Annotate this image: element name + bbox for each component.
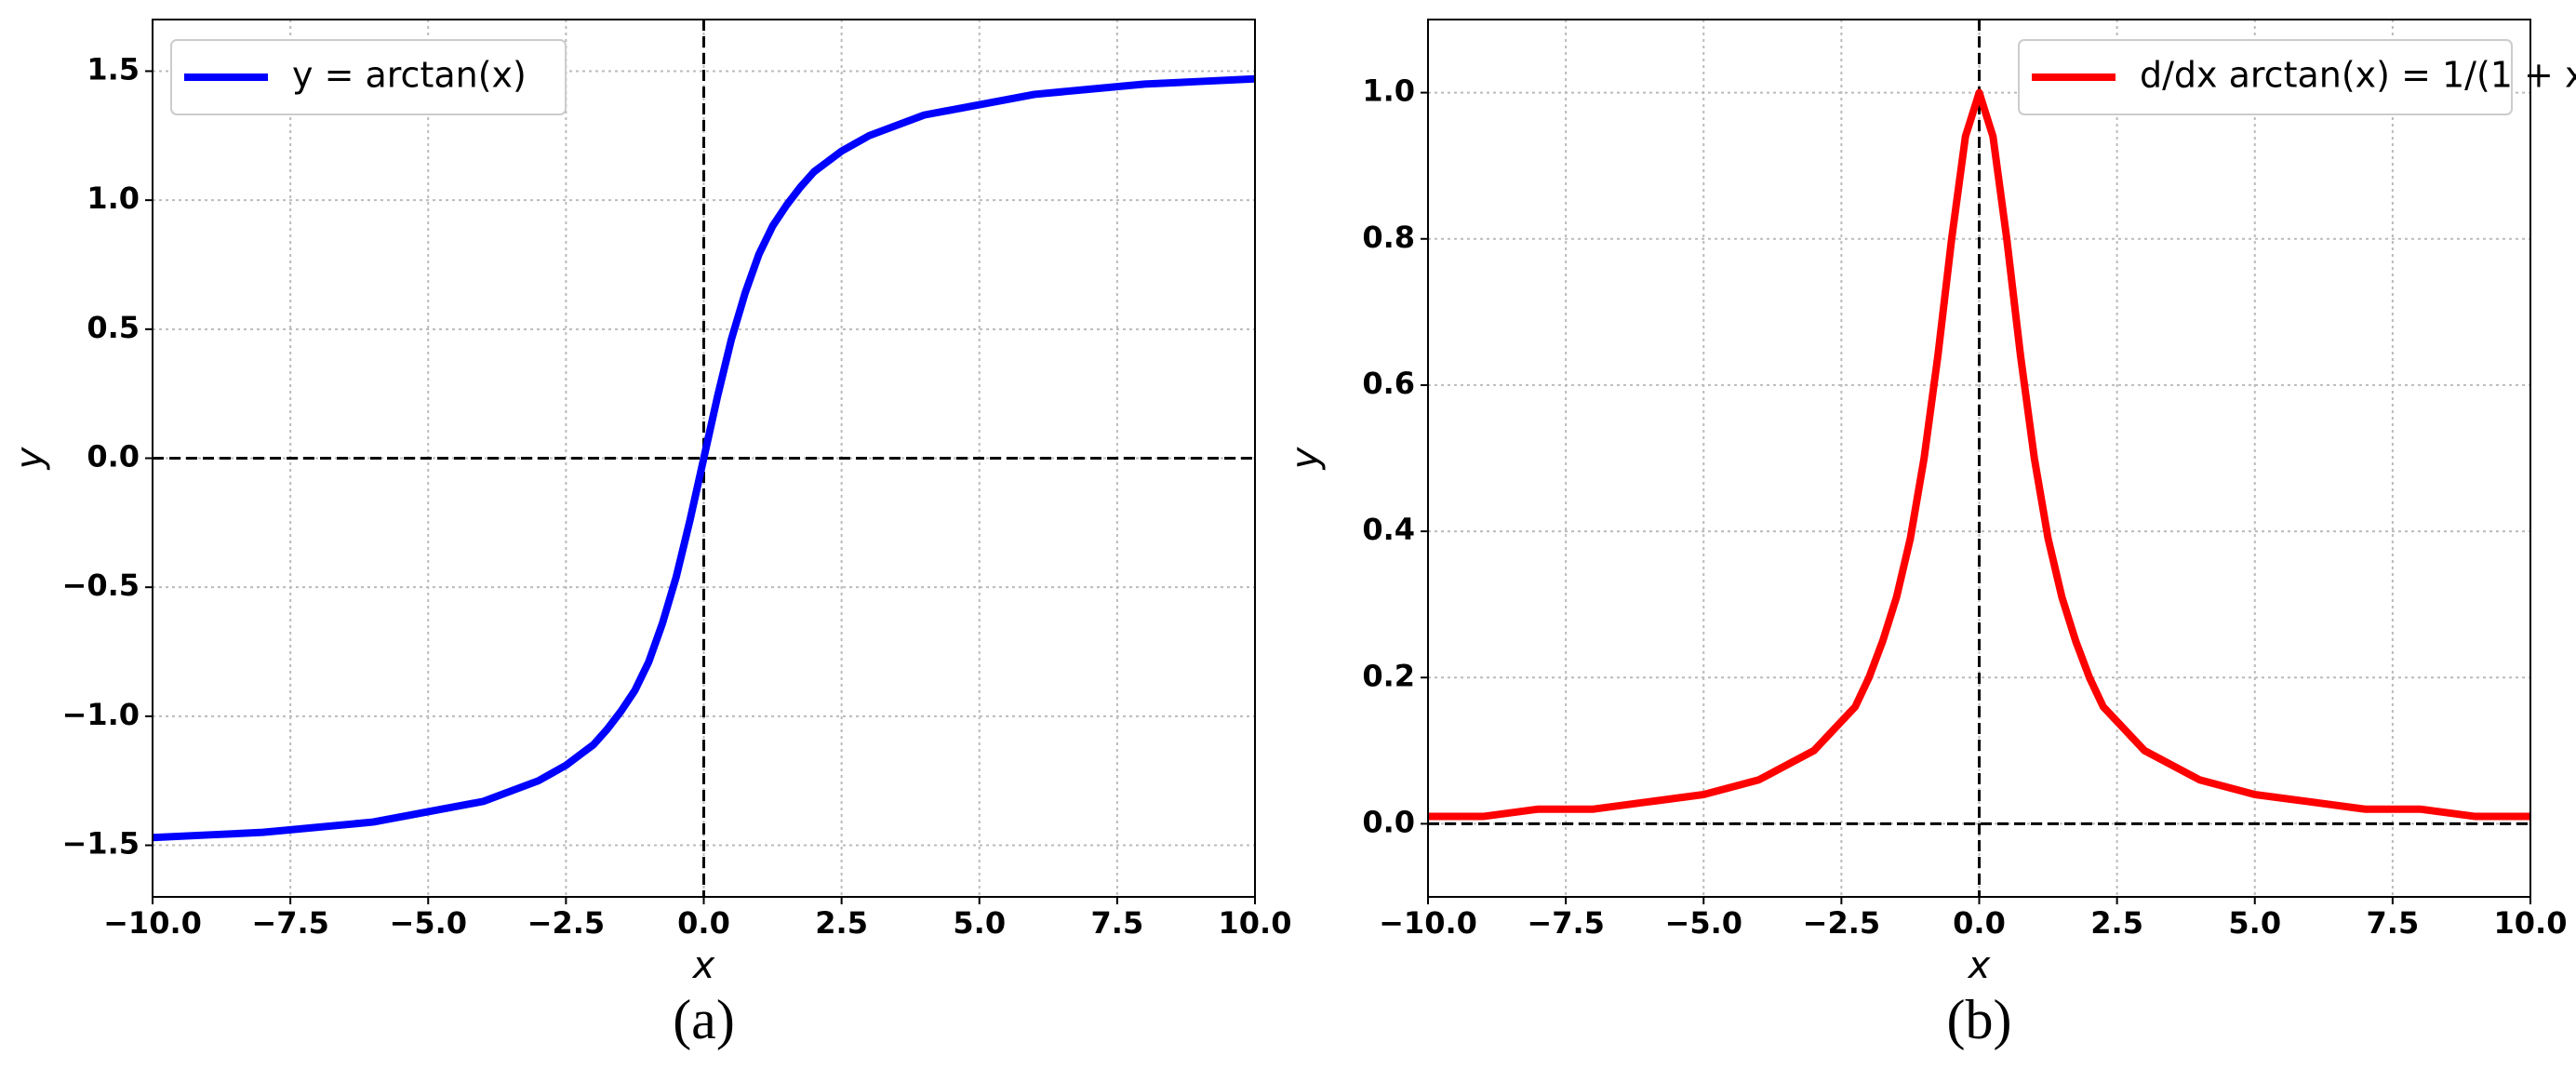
x-tick-label: −10.0: [103, 905, 202, 941]
x-tick-label: 7.5: [1091, 905, 1144, 941]
y-axis-label: y: [8, 446, 51, 470]
legend-box: [170, 39, 567, 115]
y-tick-label: 0.0: [1362, 804, 1415, 839]
y-tick-label: 0.2: [1362, 658, 1415, 693]
x-tick-label: 7.5: [2367, 905, 2420, 941]
y-tick-label: 0.8: [1362, 220, 1415, 255]
x-tick-label: 10.0: [1219, 905, 1292, 941]
data-line: [152, 74, 1256, 842]
x-tick-label: −7.5: [1527, 905, 1605, 941]
x-tick-label: 10.0: [2494, 905, 2568, 941]
y-tick-label: 0.4: [1362, 512, 1415, 547]
caption: (a): [673, 989, 735, 1050]
legend-label: y = arctan(x): [292, 55, 527, 96]
x-tick-label: −5.0: [390, 905, 468, 941]
y-tick-label: 0.6: [1362, 366, 1415, 401]
x-tick-label: −2.5: [1803, 905, 1881, 941]
x-tick-label: 0.0: [1953, 905, 2006, 941]
y-tick-label: 1.5: [87, 51, 140, 87]
legend-label: d/dx arctan(x) = 1/(1 + x²): [2140, 55, 2576, 96]
plot-frame: [152, 19, 1256, 898]
x-tick-label: 2.5: [815, 905, 868, 941]
x-tick-label: −5.0: [1665, 905, 1743, 941]
y-tick-label: 0.5: [87, 310, 140, 345]
x-tick-label: 0.0: [677, 905, 730, 941]
x-tick-label: 2.5: [2090, 905, 2143, 941]
x-tick-label: 5.0: [953, 905, 1006, 941]
x-tick-label: −2.5: [527, 905, 606, 941]
plot-frame: [1427, 19, 2531, 898]
caption: (b): [1947, 989, 2012, 1050]
legend-box: [2018, 39, 2513, 115]
y-tick-label: 1.0: [1362, 73, 1415, 109]
x-tick-label: −7.5: [251, 905, 329, 941]
y-tick-label: 1.0: [87, 180, 140, 216]
y-tick-label: 0.0: [87, 439, 140, 474]
x-tick-label: 5.0: [2228, 905, 2281, 941]
y-tick-label: −1.5: [62, 826, 140, 862]
x-axis-label: x: [691, 944, 715, 987]
data-line: [1428, 88, 2530, 821]
x-axis-label: x: [1967, 944, 1991, 987]
y-axis-label: y: [1284, 446, 1327, 470]
y-tick-label: −1.0: [62, 697, 140, 732]
y-tick-label: −0.5: [62, 568, 140, 603]
x-tick-label: −10.0: [1379, 905, 1477, 941]
